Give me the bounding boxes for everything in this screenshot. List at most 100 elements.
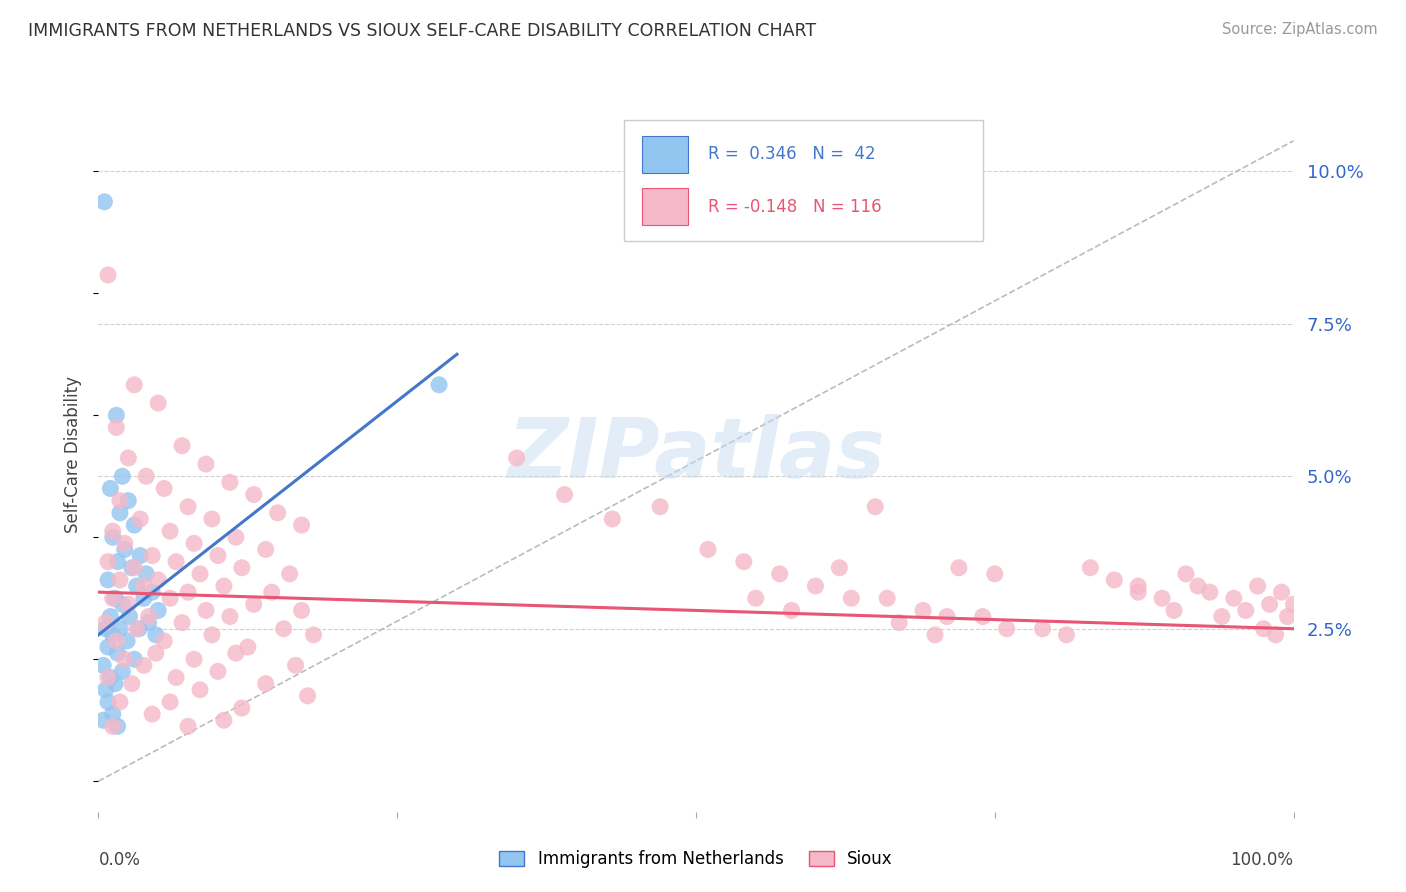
Point — [1277, 609, 1299, 624]
Point — [194, 603, 218, 617]
Point — [1198, 585, 1220, 599]
Point — [936, 609, 959, 624]
Point — [780, 603, 803, 617]
Point — [745, 591, 768, 606]
Point — [114, 542, 136, 557]
Point — [111, 469, 134, 483]
Point — [1271, 585, 1294, 599]
Point — [291, 603, 314, 617]
Point — [124, 518, 146, 533]
Point — [924, 628, 946, 642]
Point — [114, 652, 136, 666]
Point — [297, 689, 319, 703]
Point — [427, 377, 450, 392]
Point — [165, 555, 187, 569]
Point — [1234, 603, 1257, 617]
Point — [207, 665, 229, 679]
Point — [97, 671, 120, 685]
Point — [231, 701, 253, 715]
Point — [101, 530, 124, 544]
Point — [1258, 598, 1281, 612]
Point — [1128, 579, 1150, 593]
Text: 100.0%: 100.0% — [1230, 851, 1294, 869]
Point — [135, 566, 157, 581]
Point — [97, 555, 120, 569]
Point — [177, 719, 200, 733]
Point — [97, 573, 120, 587]
Point — [91, 658, 114, 673]
Point — [94, 682, 117, 697]
Point — [107, 555, 129, 569]
Point — [172, 615, 194, 630]
Point — [108, 622, 131, 636]
Point — [132, 579, 155, 593]
Point — [1032, 622, 1054, 636]
Text: IMMIGRANTS FROM NETHERLANDS VS SIOUX SELF-CARE DISABILITY CORRELATION CHART: IMMIGRANTS FROM NETHERLANDS VS SIOUX SEL… — [28, 22, 817, 40]
Point — [267, 506, 290, 520]
Point — [841, 591, 863, 606]
Point — [554, 487, 576, 501]
Point — [188, 682, 211, 697]
Point — [94, 622, 117, 636]
Point — [91, 713, 114, 727]
Point — [1264, 628, 1286, 642]
Point — [153, 634, 176, 648]
Point — [145, 628, 167, 642]
Point — [98, 671, 122, 685]
Point — [101, 628, 124, 642]
Point — [111, 665, 134, 679]
Point — [733, 555, 755, 569]
Point — [101, 591, 124, 606]
Point — [132, 658, 155, 673]
Point — [111, 598, 134, 612]
Point — [117, 450, 139, 465]
Point — [98, 482, 122, 496]
Point — [1150, 591, 1173, 606]
Point — [183, 652, 205, 666]
Point — [1102, 573, 1125, 587]
Point — [148, 603, 170, 617]
Point — [231, 560, 253, 574]
Point — [219, 609, 242, 624]
Y-axis label: Self-Care Disability: Self-Care Disability — [65, 376, 83, 533]
Point — [278, 566, 301, 581]
Point — [1253, 622, 1275, 636]
Point — [201, 512, 224, 526]
Point — [995, 622, 1018, 636]
Bar — [643, 188, 688, 225]
Point — [141, 549, 163, 563]
Point — [602, 512, 624, 526]
Point — [128, 622, 150, 636]
Point — [138, 609, 160, 624]
Point — [911, 603, 934, 617]
Point — [124, 377, 146, 392]
Point — [291, 518, 314, 533]
Point — [828, 560, 851, 574]
Point — [804, 579, 827, 593]
Point — [972, 609, 994, 624]
Point — [984, 566, 1007, 581]
Text: 0.0%: 0.0% — [98, 851, 141, 869]
Point — [94, 615, 117, 630]
Point — [1080, 560, 1102, 574]
Point — [101, 524, 124, 538]
Point — [129, 549, 152, 563]
Point — [188, 566, 211, 581]
Point — [135, 469, 157, 483]
Point — [121, 560, 143, 574]
Point — [159, 695, 181, 709]
Point — [1175, 566, 1198, 581]
Point — [697, 542, 720, 557]
Point — [177, 585, 200, 599]
Point — [1282, 598, 1305, 612]
Point — [648, 500, 672, 514]
Point — [225, 530, 247, 544]
Point — [97, 695, 120, 709]
Point — [177, 500, 200, 514]
Point — [1187, 579, 1209, 593]
Point — [129, 512, 152, 526]
Point — [212, 713, 235, 727]
Point — [117, 493, 139, 508]
Point — [101, 707, 124, 722]
Point — [114, 536, 136, 550]
